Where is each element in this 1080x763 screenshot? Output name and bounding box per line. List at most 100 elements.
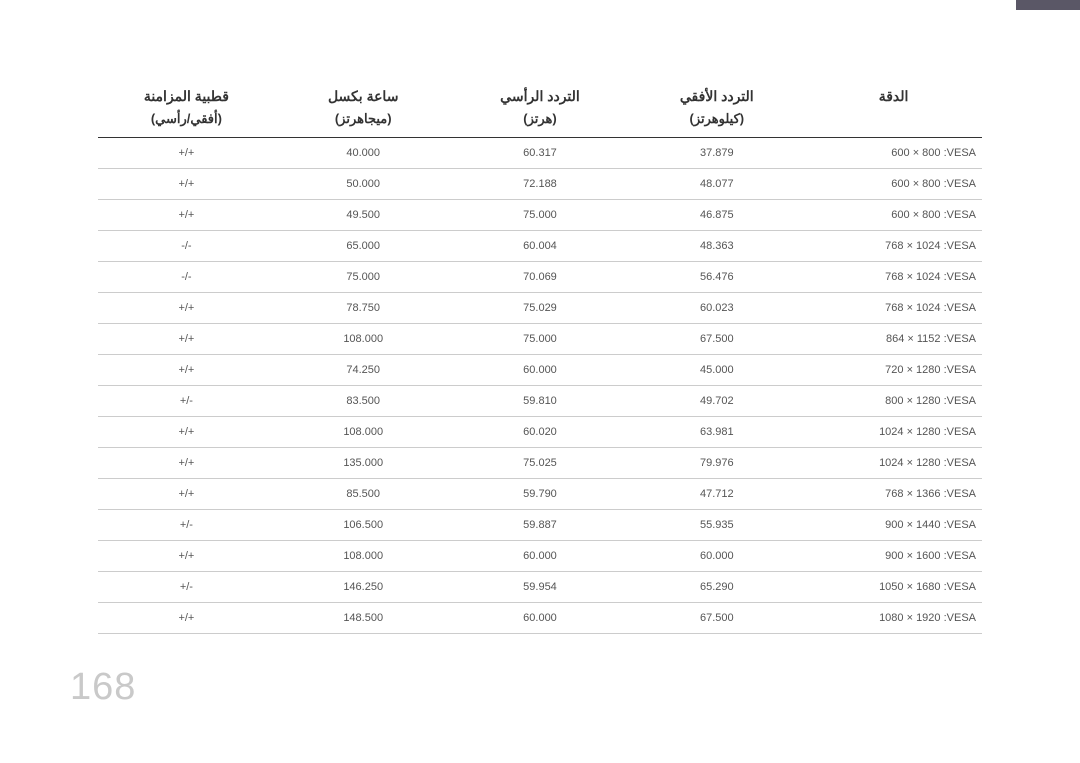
cell-hfreq: 49.702	[628, 386, 805, 417]
col-res-header: الدقة	[805, 88, 982, 111]
cell-vfreq: 59.790	[452, 479, 629, 510]
cell-resolution: 768 × 1024 :VESA	[805, 293, 982, 324]
cell-vfreq: 60.004	[452, 231, 629, 262]
cell-hfreq: 48.363	[628, 231, 805, 262]
col-pixel-subheader: (ميجاهرتز)	[275, 111, 452, 138]
cell-pixel: 75.000	[275, 262, 452, 293]
cell-sync: +/-	[98, 572, 275, 603]
cell-hfreq: 67.500	[628, 324, 805, 355]
cell-hfreq: 45.000	[628, 355, 805, 386]
cell-vfreq: 59.810	[452, 386, 629, 417]
cell-pixel: 108.000	[275, 417, 452, 448]
table-row: -/-65.00060.00448.363768 × 1024 :VESA	[98, 231, 982, 262]
cell-sync: +/-	[98, 510, 275, 541]
table-row: +/-146.25059.95465.2901050 × 1680 :VESA	[98, 572, 982, 603]
cell-resolution: 768 × 1024 :VESA	[805, 231, 982, 262]
cell-sync: +/+	[98, 169, 275, 200]
col-hfreq-header: التردد الأفقي	[628, 88, 805, 111]
cell-pixel: 108.000	[275, 541, 452, 572]
cell-resolution: 600 × 800 :VESA	[805, 200, 982, 231]
cell-hfreq: 56.476	[628, 262, 805, 293]
cell-resolution: 900 × 1600 :VESA	[805, 541, 982, 572]
col-sync-subheader: (أفقي/رأسي)	[98, 111, 275, 138]
cell-pixel: 74.250	[275, 355, 452, 386]
cell-pixel: 146.250	[275, 572, 452, 603]
cell-vfreq: 60.317	[452, 138, 629, 169]
page-content: قطبية المزامنة ساعة بكسل التردد الرأسي ا…	[98, 88, 982, 634]
cell-pixel: 78.750	[275, 293, 452, 324]
cell-pixel: 108.000	[275, 324, 452, 355]
cell-sync: +/-	[98, 386, 275, 417]
col-sync-header: قطبية المزامنة	[98, 88, 275, 111]
cell-pixel: 83.500	[275, 386, 452, 417]
cell-vfreq: 59.954	[452, 572, 629, 603]
cell-pixel: 135.000	[275, 448, 452, 479]
table-row: +/-106.50059.88755.935900 × 1440 :VESA	[98, 510, 982, 541]
cell-resolution: 864 × 1152 :VESA	[805, 324, 982, 355]
col-vfreq-subheader: (هرتز)	[452, 111, 629, 138]
cell-vfreq: 75.000	[452, 200, 629, 231]
cell-hfreq: 79.976	[628, 448, 805, 479]
cell-hfreq: 60.023	[628, 293, 805, 324]
table-body: +/+40.00060.31737.879600 × 800 :VESA+/+5…	[98, 138, 982, 634]
cell-resolution: 1024 × 1280 :VESA	[805, 448, 982, 479]
cell-pixel: 65.000	[275, 231, 452, 262]
cell-sync: -/-	[98, 262, 275, 293]
table-row: +/+49.50075.00046.875600 × 800 :VESA	[98, 200, 982, 231]
table-row: +/+78.75075.02960.023768 × 1024 :VESA	[98, 293, 982, 324]
cell-sync: +/+	[98, 541, 275, 572]
col-vfreq-header: التردد الرأسي	[452, 88, 629, 111]
table-header: قطبية المزامنة ساعة بكسل التردد الرأسي ا…	[98, 88, 982, 138]
cell-vfreq: 59.887	[452, 510, 629, 541]
cell-vfreq: 70.069	[452, 262, 629, 293]
table-row: +/+40.00060.31737.879600 × 800 :VESA	[98, 138, 982, 169]
cell-resolution: 1024 × 1280 :VESA	[805, 417, 982, 448]
cell-vfreq: 75.025	[452, 448, 629, 479]
cell-pixel: 85.500	[275, 479, 452, 510]
cell-resolution: 1080 × 1920 :VESA	[805, 603, 982, 634]
cell-pixel: 106.500	[275, 510, 452, 541]
cell-hfreq: 65.290	[628, 572, 805, 603]
table-row: +/+50.00072.18848.077600 × 800 :VESA	[98, 169, 982, 200]
table-row: +/+74.25060.00045.000720 × 1280 :VESA	[98, 355, 982, 386]
cell-vfreq: 60.000	[452, 603, 629, 634]
cell-hfreq: 48.077	[628, 169, 805, 200]
cell-hfreq: 47.712	[628, 479, 805, 510]
cell-resolution: 600 × 800 :VESA	[805, 169, 982, 200]
cell-sync: -/-	[98, 231, 275, 262]
table-row: +/+135.00075.02579.9761024 × 1280 :VESA	[98, 448, 982, 479]
col-res-subheader	[805, 111, 982, 138]
cell-sync: +/+	[98, 138, 275, 169]
cell-pixel: 49.500	[275, 200, 452, 231]
cell-vfreq: 60.000	[452, 355, 629, 386]
cell-resolution: 720 × 1280 :VESA	[805, 355, 982, 386]
cell-sync: +/+	[98, 355, 275, 386]
table-row: +/+148.50060.00067.5001080 × 1920 :VESA	[98, 603, 982, 634]
cell-hfreq: 46.875	[628, 200, 805, 231]
cell-hfreq: 55.935	[628, 510, 805, 541]
cell-vfreq: 60.000	[452, 541, 629, 572]
cell-vfreq: 72.188	[452, 169, 629, 200]
cell-sync: +/+	[98, 448, 275, 479]
cell-resolution: 1050 × 1680 :VESA	[805, 572, 982, 603]
cell-sync: +/+	[98, 417, 275, 448]
cell-resolution: 600 × 800 :VESA	[805, 138, 982, 169]
cell-pixel: 40.000	[275, 138, 452, 169]
cell-sync: +/+	[98, 293, 275, 324]
cell-sync: +/+	[98, 479, 275, 510]
cell-resolution: 768 × 1024 :VESA	[805, 262, 982, 293]
cell-hfreq: 37.879	[628, 138, 805, 169]
cell-resolution: 900 × 1440 :VESA	[805, 510, 982, 541]
cell-resolution: 768 × 1366 :VESA	[805, 479, 982, 510]
cell-sync: +/+	[98, 200, 275, 231]
page-number: 168	[70, 666, 136, 709]
table-row: +/+85.50059.79047.712768 × 1366 :VESA	[98, 479, 982, 510]
table-row: +/-83.50059.81049.702800 × 1280 :VESA	[98, 386, 982, 417]
cell-vfreq: 60.020	[452, 417, 629, 448]
cell-vfreq: 75.000	[452, 324, 629, 355]
table-row: +/+108.00060.02063.9811024 × 1280 :VESA	[98, 417, 982, 448]
table-row: +/+108.00075.00067.500864 × 1152 :VESA	[98, 324, 982, 355]
table-row: -/-75.00070.06956.476768 × 1024 :VESA	[98, 262, 982, 293]
col-hfreq-subheader: (كيلوهرتز)	[628, 111, 805, 138]
cell-vfreq: 75.029	[452, 293, 629, 324]
